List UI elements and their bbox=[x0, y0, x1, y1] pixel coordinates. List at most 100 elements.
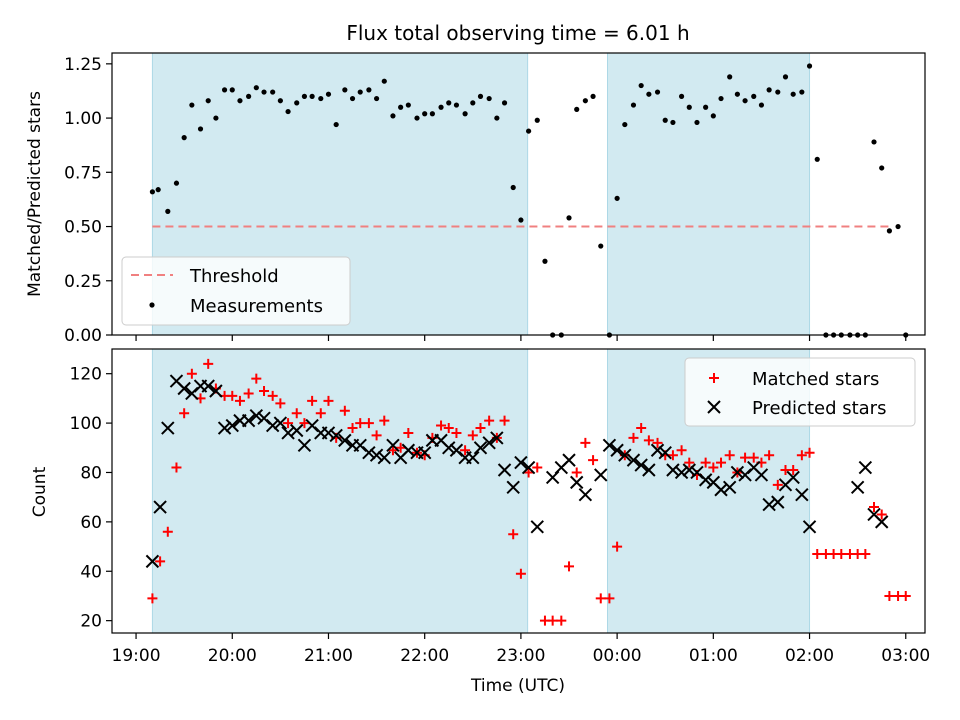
measurement-point bbox=[357, 89, 363, 95]
predicted-star-marker bbox=[722, 480, 737, 495]
predicted-star-marker bbox=[145, 554, 160, 569]
measurement-point bbox=[438, 104, 444, 110]
top-y-tick-label: 0.00 bbox=[64, 326, 102, 346]
matched-star-marker bbox=[571, 467, 582, 478]
matched-star-marker bbox=[355, 418, 366, 429]
top-legend: Threshold Measurements bbox=[121, 256, 351, 326]
predicted-star-marker bbox=[506, 480, 520, 495]
predicted-star-marker bbox=[771, 495, 785, 509]
matched-star-marker bbox=[291, 408, 302, 419]
bottom-y-tick-label: 80 bbox=[80, 463, 102, 483]
matched-star-marker bbox=[515, 568, 526, 579]
matched-star-marker bbox=[628, 432, 639, 443]
top-y-tick-label: 0.50 bbox=[64, 218, 102, 238]
bottom-x-tick-label: 23:00 bbox=[496, 646, 545, 666]
top-observing-window-2 bbox=[606, 52, 811, 336]
measurement-point bbox=[518, 217, 524, 223]
matched-star-marker bbox=[748, 452, 759, 463]
predicted-star-marker bbox=[297, 438, 312, 453]
predicted-star-marker bbox=[714, 483, 728, 497]
measurement-point bbox=[221, 87, 228, 93]
measurement-point bbox=[477, 93, 484, 99]
matched-star-marker bbox=[299, 418, 310, 429]
matched-star-marker bbox=[860, 548, 871, 559]
measurement-point bbox=[429, 111, 435, 117]
top-y-axis-label: Matched/Predicted stars bbox=[25, 91, 45, 297]
predicted-star-marker bbox=[338, 433, 352, 448]
top-y-tick-label: 0.25 bbox=[64, 272, 102, 292]
matched-star-marker bbox=[379, 415, 390, 426]
measurement-point bbox=[373, 95, 380, 102]
matched-star-marker bbox=[484, 415, 495, 426]
predicted-star-marker bbox=[241, 413, 256, 428]
bottom-x-tick-label: 02:00 bbox=[785, 646, 834, 666]
matched-star-marker bbox=[186, 368, 197, 379]
predicted-star-marker bbox=[594, 468, 608, 482]
matched-star-marker bbox=[451, 427, 462, 438]
predicted-star-marker bbox=[626, 453, 641, 467]
predicted-star-marker bbox=[562, 453, 576, 467]
measurement-point bbox=[318, 95, 324, 102]
predicted-star-marker bbox=[401, 443, 416, 457]
measurement-point bbox=[309, 93, 315, 99]
legend-matched-swatch bbox=[709, 373, 719, 383]
matched-star-marker bbox=[323, 395, 334, 406]
measurement-point bbox=[694, 119, 700, 126]
predicted-star-marker bbox=[482, 436, 496, 450]
matched-star-marker bbox=[532, 462, 543, 473]
measurement-point bbox=[734, 91, 740, 97]
bottom-x-tick-label: 19:00 bbox=[112, 646, 161, 666]
measurement-point bbox=[301, 93, 308, 99]
predicted-star-marker bbox=[618, 448, 632, 462]
bottom-y-tick-label: 120 bbox=[70, 365, 102, 385]
measurement-point bbox=[229, 87, 235, 93]
predicted-star-marker bbox=[161, 421, 175, 435]
measurement-point bbox=[366, 87, 372, 93]
matched-star-marker bbox=[884, 590, 895, 601]
top-panel: 0.00 0.25 0.50 0.75 1.00 1.25 Flux total obse… bbox=[25, 21, 926, 346]
top-y-tick-label: 1.00 bbox=[64, 109, 102, 129]
matched-star-marker bbox=[772, 479, 783, 490]
measurement-point bbox=[654, 89, 661, 95]
measurement-point bbox=[758, 102, 765, 108]
predicted-star-marker bbox=[225, 418, 239, 433]
matched-star-marker bbox=[275, 398, 286, 409]
matched-star-marker bbox=[804, 447, 815, 458]
matched-star-marker bbox=[508, 529, 519, 540]
measurement-point bbox=[285, 108, 291, 115]
predicted-star-marker bbox=[786, 470, 800, 485]
measurement-point bbox=[566, 215, 572, 221]
measurement-point bbox=[542, 258, 548, 264]
predicted-star-marker bbox=[658, 446, 672, 460]
matched-star-marker bbox=[315, 408, 326, 419]
predicted-star-markers bbox=[145, 374, 889, 569]
measurement-point bbox=[486, 95, 492, 102]
predicted-star-marker bbox=[490, 431, 504, 445]
measurement-point bbox=[590, 93, 596, 99]
matched-star-marker bbox=[716, 457, 727, 468]
measurement-point bbox=[197, 126, 204, 132]
predicted-star-marker bbox=[666, 463, 680, 477]
matched-star-marker bbox=[667, 450, 678, 461]
legend-matched-marker bbox=[709, 373, 719, 383]
measurement-point bbox=[718, 95, 724, 102]
matched-star-marker bbox=[643, 435, 654, 446]
measurement-point bbox=[630, 102, 637, 108]
measurement-point bbox=[510, 184, 516, 191]
measurement-point bbox=[261, 89, 267, 95]
measurement-point bbox=[638, 82, 644, 89]
legend-measurement-swatch bbox=[149, 302, 155, 308]
measurement-point bbox=[751, 93, 757, 99]
matched-star-marker bbox=[443, 423, 454, 434]
predicted-star-marker bbox=[682, 463, 696, 477]
matched-star-marker bbox=[475, 423, 486, 434]
measurement-point bbox=[494, 115, 500, 121]
measurement-point bbox=[189, 102, 195, 108]
predicted-star-marker bbox=[265, 418, 280, 433]
bottom-x-tick-label: 22:00 bbox=[400, 646, 449, 666]
predicted-star-marker bbox=[497, 463, 512, 477]
measurement-point bbox=[149, 189, 156, 195]
predicted-star-marker bbox=[674, 465, 689, 480]
measurement-point bbox=[710, 113, 716, 119]
measurement-point bbox=[398, 104, 404, 110]
